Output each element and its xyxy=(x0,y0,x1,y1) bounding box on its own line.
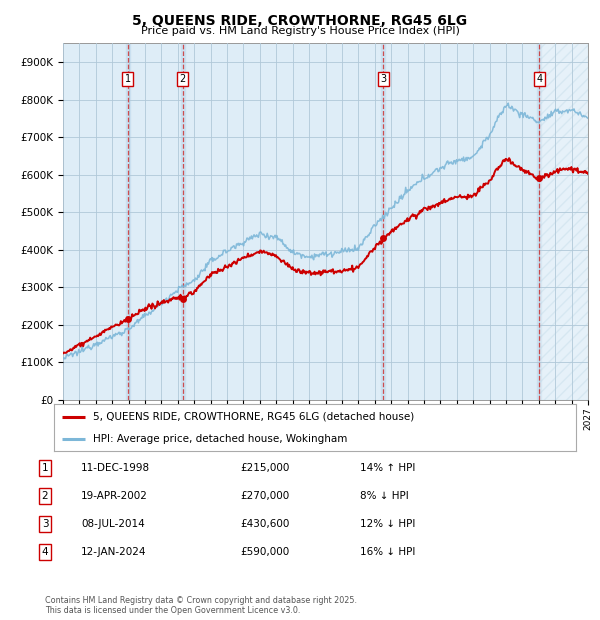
Text: £215,000: £215,000 xyxy=(240,463,289,473)
Text: 5, QUEENS RIDE, CROWTHORNE, RG45 6LG: 5, QUEENS RIDE, CROWTHORNE, RG45 6LG xyxy=(133,14,467,28)
Text: 5, QUEENS RIDE, CROWTHORNE, RG45 6LG (detached house): 5, QUEENS RIDE, CROWTHORNE, RG45 6LG (de… xyxy=(93,412,415,422)
Text: 1: 1 xyxy=(41,463,49,473)
Text: Contains HM Land Registry data © Crown copyright and database right 2025.
This d: Contains HM Land Registry data © Crown c… xyxy=(45,596,357,615)
Text: 4: 4 xyxy=(41,547,49,557)
Bar xyxy=(381,43,385,400)
Text: 16% ↓ HPI: 16% ↓ HPI xyxy=(360,547,415,557)
Text: 14% ↑ HPI: 14% ↑ HPI xyxy=(360,463,415,473)
Text: £270,000: £270,000 xyxy=(240,491,289,501)
Text: 08-JUL-2014: 08-JUL-2014 xyxy=(81,519,145,529)
Bar xyxy=(538,43,541,400)
Text: 2: 2 xyxy=(41,491,49,501)
Text: 2: 2 xyxy=(179,74,186,84)
Bar xyxy=(181,43,185,400)
Text: 8% ↓ HPI: 8% ↓ HPI xyxy=(360,491,409,501)
Text: 19-APR-2002: 19-APR-2002 xyxy=(81,491,148,501)
Text: 3: 3 xyxy=(380,74,386,84)
Text: £590,000: £590,000 xyxy=(240,547,289,557)
Text: 12% ↓ HPI: 12% ↓ HPI xyxy=(360,519,415,529)
Text: HPI: Average price, detached house, Wokingham: HPI: Average price, detached house, Woki… xyxy=(93,433,347,444)
Text: 11-DEC-1998: 11-DEC-1998 xyxy=(81,463,150,473)
Text: 3: 3 xyxy=(41,519,49,529)
Text: 12-JAN-2024: 12-JAN-2024 xyxy=(81,547,146,557)
Text: 4: 4 xyxy=(536,74,542,84)
Text: 1: 1 xyxy=(125,74,131,84)
Text: Price paid vs. HM Land Registry's House Price Index (HPI): Price paid vs. HM Land Registry's House … xyxy=(140,26,460,36)
Text: £430,600: £430,600 xyxy=(240,519,289,529)
Bar xyxy=(125,43,130,400)
